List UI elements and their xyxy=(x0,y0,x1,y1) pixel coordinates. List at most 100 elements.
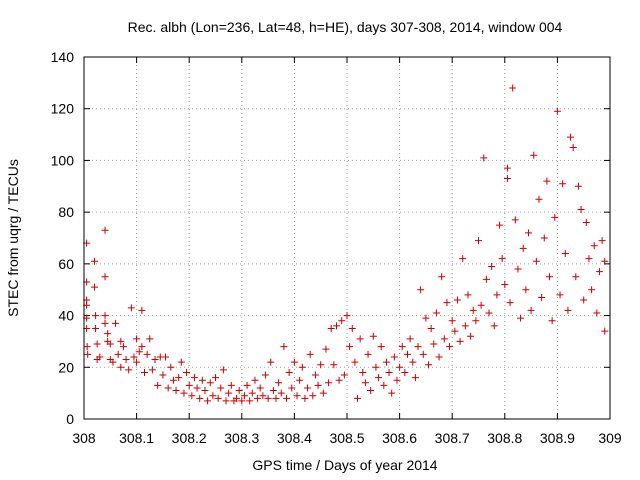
data-point xyxy=(235,387,243,395)
data-point xyxy=(430,340,438,348)
data-point xyxy=(290,358,298,366)
data-point xyxy=(140,368,148,376)
data-point xyxy=(503,175,511,183)
data-point xyxy=(417,286,425,294)
data-point xyxy=(146,335,154,343)
data-point xyxy=(288,384,296,392)
axis-ticks xyxy=(83,56,611,420)
data-point xyxy=(148,366,156,374)
data-point xyxy=(393,376,401,384)
data-point xyxy=(403,350,411,358)
y-tick-label: 0 xyxy=(66,411,74,427)
data-point xyxy=(246,397,254,405)
data-point xyxy=(490,322,498,330)
data-point xyxy=(188,392,196,400)
data-point xyxy=(190,374,198,382)
data-point xyxy=(183,368,191,376)
data-point xyxy=(419,350,427,358)
chart-title: Rec. albh (Lon=236, Lat=48, h=HE), days … xyxy=(128,19,563,35)
y-tick-label: 40 xyxy=(58,308,74,324)
data-point xyxy=(304,384,312,392)
data-point xyxy=(125,366,133,374)
data-point xyxy=(93,340,101,348)
x-tick-label: 308.5 xyxy=(329,430,364,446)
data-point xyxy=(117,363,125,371)
data-point xyxy=(480,154,488,162)
data-point xyxy=(522,286,530,294)
data-point xyxy=(351,358,359,366)
data-point xyxy=(372,363,380,371)
x-tick-label: 308.7 xyxy=(435,430,470,446)
data-point xyxy=(169,376,177,384)
data-point xyxy=(574,182,582,190)
data-point xyxy=(580,296,588,304)
data-point xyxy=(119,343,127,351)
data-points xyxy=(83,84,609,405)
data-point xyxy=(240,392,248,400)
data-point xyxy=(477,301,485,309)
data-point xyxy=(375,374,383,382)
data-point xyxy=(343,312,351,320)
data-point xyxy=(293,392,301,400)
data-point xyxy=(469,306,477,314)
data-point xyxy=(225,389,233,397)
data-point xyxy=(598,237,606,245)
data-point xyxy=(601,327,609,335)
data-point xyxy=(564,306,572,314)
data-point xyxy=(264,394,272,402)
data-point xyxy=(206,379,214,387)
data-point xyxy=(335,376,343,384)
data-point xyxy=(227,381,235,389)
data-point xyxy=(159,371,167,379)
data-point xyxy=(501,281,509,289)
data-point xyxy=(330,361,338,369)
data-point xyxy=(101,319,109,327)
data-point xyxy=(180,389,188,397)
data-point xyxy=(175,374,183,382)
data-point xyxy=(551,213,559,221)
data-point xyxy=(569,144,577,151)
y-tick-label: 120 xyxy=(51,101,75,117)
data-point xyxy=(503,164,511,172)
data-point xyxy=(196,394,204,402)
data-point xyxy=(496,221,504,229)
data-point xyxy=(567,133,575,141)
data-point xyxy=(532,257,540,265)
data-point xyxy=(588,286,596,294)
data-point xyxy=(396,363,404,371)
data-point xyxy=(593,309,601,317)
data-point xyxy=(577,206,585,214)
data-point xyxy=(301,394,309,402)
data-point xyxy=(364,350,372,358)
x-tick-label: 308.2 xyxy=(172,430,207,446)
data-point xyxy=(217,384,225,392)
x-axis-label: GPS time / Days of year 2014 xyxy=(252,457,437,473)
data-point xyxy=(346,343,354,351)
data-point xyxy=(506,299,514,307)
data-point xyxy=(306,350,314,358)
data-point xyxy=(167,363,175,371)
data-point xyxy=(164,384,172,392)
data-point xyxy=(84,350,92,358)
grid-lines xyxy=(84,57,610,419)
y-tick-label: 80 xyxy=(58,204,74,220)
data-point xyxy=(553,107,561,115)
data-point xyxy=(409,358,417,366)
data-point xyxy=(582,218,590,226)
x-tick-labels: 308 308.1 308.2 308.3 308.4 308.5 308.6 308.7 30… xyxy=(72,430,622,446)
data-point xyxy=(338,317,346,325)
data-point xyxy=(101,273,109,281)
data-point xyxy=(443,299,451,307)
data-point xyxy=(459,255,467,263)
data-point xyxy=(243,381,251,389)
data-point xyxy=(390,353,398,361)
data-point xyxy=(340,371,348,379)
data-point xyxy=(475,237,482,245)
data-point xyxy=(314,381,322,389)
data-point xyxy=(498,255,506,263)
x-tick-label: 308.1 xyxy=(119,430,154,446)
data-point xyxy=(327,325,335,332)
data-point xyxy=(380,381,388,389)
x-tick-label: 308.8 xyxy=(487,430,522,446)
data-point xyxy=(204,397,212,405)
